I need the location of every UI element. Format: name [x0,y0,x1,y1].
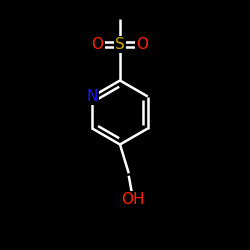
Text: O: O [136,37,148,52]
Text: OH: OH [121,192,144,207]
Text: O: O [92,37,104,52]
Text: S: S [115,37,125,52]
Text: N: N [86,89,98,104]
